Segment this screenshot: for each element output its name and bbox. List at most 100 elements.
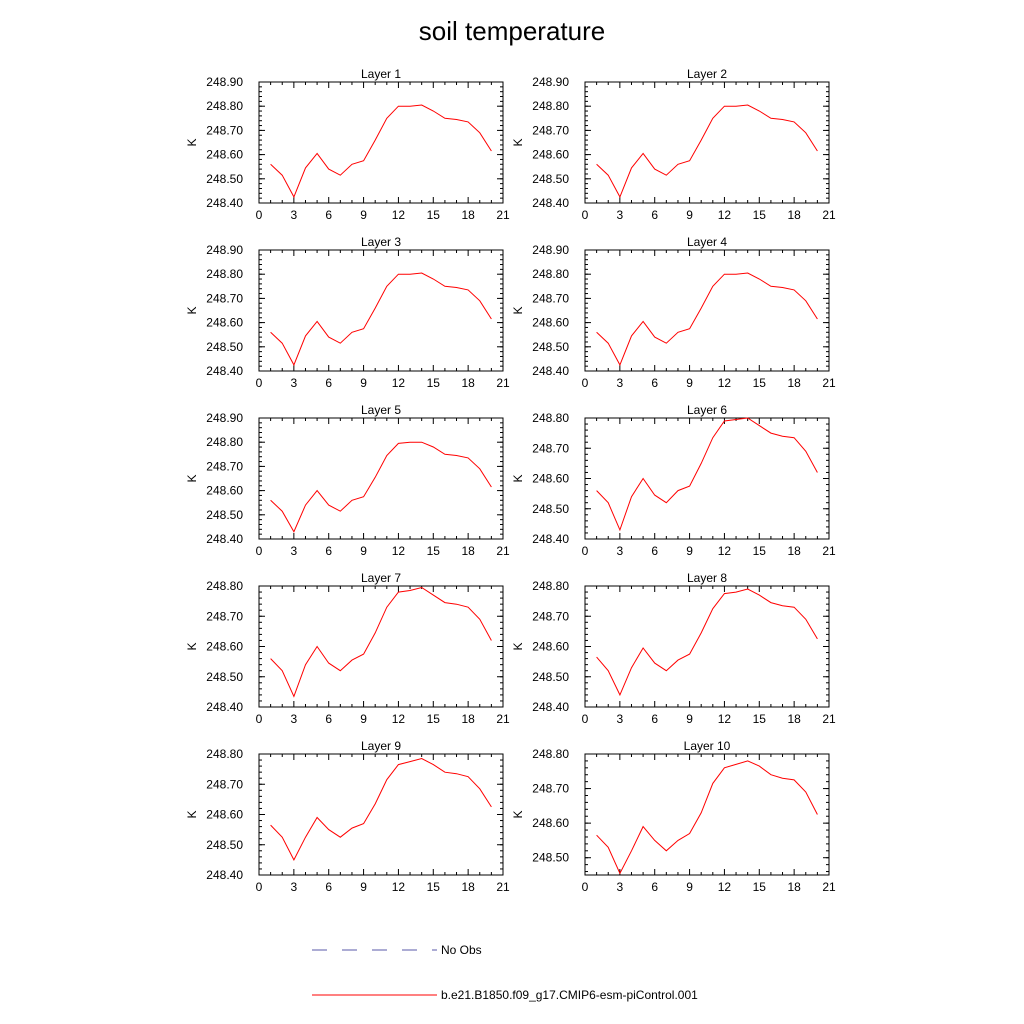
figure-title: soil temperature: [419, 16, 605, 46]
series-line: [270, 586, 492, 698]
y-tick-label: 248.90: [532, 75, 569, 89]
panel-title: Layer 6: [687, 403, 727, 417]
x-tick-label: 21: [496, 544, 510, 558]
y-tick-label: 248.70: [532, 441, 569, 455]
x-tick-label: 15: [753, 544, 767, 558]
y-axis-label: K: [185, 810, 199, 818]
plot-frame: [258, 417, 504, 540]
x-tick-label: 21: [822, 712, 836, 726]
y-tick-label: 248.40: [206, 532, 243, 546]
panel-title: Layer 4: [687, 235, 727, 249]
x-tick-label: 18: [461, 544, 475, 558]
x-tick-label: 15: [753, 376, 767, 390]
y-tick-label: 248.60: [532, 640, 569, 654]
x-tick-label: 21: [496, 208, 510, 222]
x-tick-label: 3: [617, 880, 624, 894]
x-tick-label: 18: [461, 712, 475, 726]
x-tick-label: 15: [427, 544, 441, 558]
x-tick-label: 3: [291, 544, 298, 558]
y-tick-label: 248.60: [206, 808, 243, 822]
y-tick-label: 248.40: [206, 700, 243, 714]
panel-title: Layer 10: [684, 739, 731, 753]
x-tick-label: 0: [256, 712, 263, 726]
x-tick-label: 3: [291, 880, 298, 894]
y-tick-label: 248.90: [532, 243, 569, 257]
x-tick-label: 12: [392, 544, 406, 558]
x-tick-label: 6: [651, 376, 658, 390]
x-tick-label: 0: [582, 376, 589, 390]
x-tick-label: 12: [718, 208, 732, 222]
plot-frame: [584, 417, 830, 540]
y-tick-label: 248.70: [206, 459, 243, 473]
y-tick-label: 248.60: [532, 472, 569, 486]
x-tick-label: 0: [582, 544, 589, 558]
x-tick-label: 15: [427, 208, 441, 222]
panel-title: Layer 2: [687, 67, 727, 81]
x-tick-label: 18: [461, 376, 475, 390]
x-tick-label: 18: [787, 880, 801, 894]
y-tick-label: 248.50: [206, 670, 243, 684]
y-tick-label: 248.40: [532, 700, 569, 714]
x-tick-label: 12: [392, 880, 406, 894]
x-tick-label: 9: [360, 208, 367, 222]
series-line: [270, 104, 492, 199]
y-axis-label: K: [511, 642, 525, 650]
y-tick-label: 248.40: [532, 364, 569, 378]
y-tick-label: 248.60: [206, 316, 243, 330]
x-tick-label: 12: [392, 712, 406, 726]
y-tick-label: 248.60: [206, 484, 243, 498]
y-tick-label: 248.60: [532, 148, 569, 162]
x-tick-label: 9: [686, 880, 693, 894]
x-tick-label: 21: [496, 712, 510, 726]
x-tick-label: 0: [256, 544, 263, 558]
x-tick-label: 9: [686, 544, 693, 558]
x-tick-label: 18: [787, 376, 801, 390]
x-tick-label: 9: [686, 712, 693, 726]
x-tick-label: 6: [651, 544, 658, 558]
x-tick-label: 9: [360, 376, 367, 390]
panel-layer-8: Layer 8 0 3 6 9 12 15 18 21 248.40 248.50 248.60 248…: [511, 571, 836, 726]
y-tick-label: 248.70: [532, 123, 569, 137]
legend-label-no-obs: No Obs: [441, 943, 482, 957]
x-tick-label: 3: [291, 208, 298, 222]
x-tick-label: 15: [427, 712, 441, 726]
y-tick-label: 248.80: [532, 267, 569, 281]
y-tick-label: 248.50: [206, 508, 243, 522]
x-tick-label: 0: [582, 880, 589, 894]
y-axis-label: K: [511, 474, 525, 482]
x-tick-label: 0: [256, 376, 263, 390]
x-tick-label: 3: [617, 544, 624, 558]
x-tick-label: 6: [325, 880, 332, 894]
x-tick-label: 18: [787, 208, 801, 222]
plot-frame: [258, 585, 504, 708]
y-tick-label: 248.80: [206, 435, 243, 449]
y-tick-label: 248.60: [532, 816, 569, 830]
y-tick-label: 248.80: [206, 99, 243, 113]
x-tick-label: 15: [427, 880, 441, 894]
plot-frame: [258, 249, 504, 372]
y-tick-label: 248.50: [532, 340, 569, 354]
y-tick-label: 248.50: [206, 838, 243, 852]
series-line: [596, 760, 818, 875]
x-tick-label: 15: [753, 208, 767, 222]
y-tick-label: 248.70: [532, 291, 569, 305]
panel-layer-6: Layer 6 0 3 6 9 12 15 18 21 248.40 248.50 248.60 248…: [511, 403, 836, 558]
x-tick-label: 15: [753, 712, 767, 726]
x-tick-label: 3: [617, 208, 624, 222]
y-tick-label: 248.60: [206, 640, 243, 654]
y-tick-label: 248.50: [532, 851, 569, 865]
y-tick-label: 248.90: [206, 75, 243, 89]
panel-title: Layer 1: [361, 67, 401, 81]
y-axis-label: K: [511, 810, 525, 818]
panel-title: Layer 8: [687, 571, 727, 585]
plot-frame: [584, 585, 830, 708]
panel-layer-9: Layer 9 0 3 6 9 12 15 18 21 248.40 248.50 248.60 248…: [185, 739, 510, 894]
x-tick-label: 21: [822, 880, 836, 894]
x-tick-label: 21: [822, 544, 836, 558]
y-tick-label: 248.80: [532, 747, 569, 761]
x-tick-label: 18: [787, 712, 801, 726]
y-tick-label: 248.60: [532, 316, 569, 330]
x-tick-label: 9: [686, 208, 693, 222]
plot-frame: [584, 81, 830, 204]
